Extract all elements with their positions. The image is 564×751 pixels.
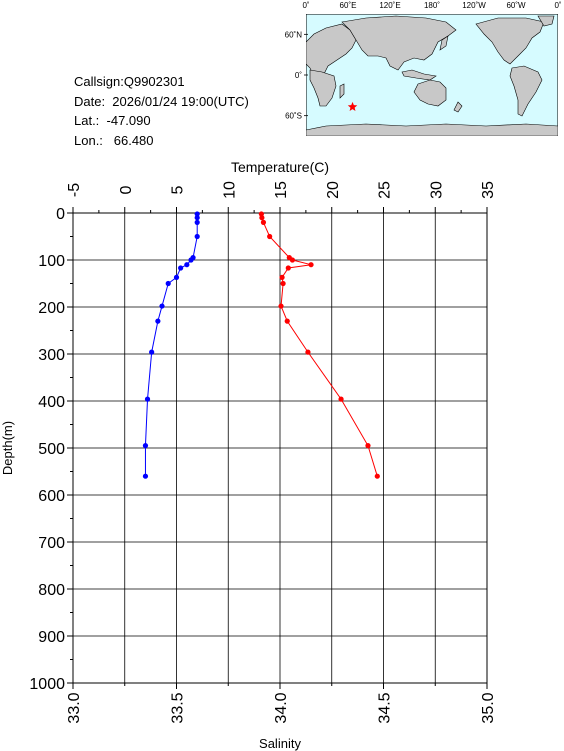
axis-minor-ticks [70, 210, 462, 686]
depth-tick-label: 100 [38, 253, 65, 270]
temperature-data-point [308, 262, 314, 268]
date-text: Date: 2026/01/24 19:00(UTC) [74, 93, 249, 109]
salinity-data-point [165, 280, 171, 287]
salinity-data-point [144, 396, 151, 402]
depth-tick-label: 800 [38, 582, 65, 599]
map-longitude-label: 180˚ [424, 1, 440, 10]
map-longitude-label: 120˚W [462, 1, 486, 10]
landmass-japan [439, 35, 449, 51]
depth-tick-label: 1000 [29, 676, 65, 693]
depth-tick-label: 500 [38, 441, 65, 458]
temperature-tick-label: 5 [170, 185, 187, 194]
depth-axis-ticks: 0 100 200 300 400 500 600 700 800 900 1000 [29, 206, 73, 693]
salinity-data-point [188, 257, 194, 263]
temperature-data-point [279, 274, 285, 280]
map-longitude-label: 0˚ [302, 1, 309, 10]
plot-grid [72, 212, 488, 684]
temperature-tick-label: 0 [118, 185, 135, 194]
temperature-tick-label: 35 [480, 181, 497, 199]
salinity-tick-label: 34.0 [273, 692, 290, 723]
temperature-data-point [278, 303, 284, 309]
landmass-south-america [509, 65, 543, 117]
temperature-data-point [284, 318, 290, 324]
map-longitude-label: 60˚W [506, 1, 526, 10]
salinity-axis-label: Salinity [259, 736, 301, 751]
salinity-data-point [194, 219, 200, 225]
temperature-data-point [305, 349, 311, 355]
landmass-north-america [475, 17, 545, 65]
temperature-data-point [285, 265, 291, 271]
salinity-data-point [142, 443, 149, 449]
depth-axis-label: Depth(m) [0, 421, 15, 475]
landmass-new-zealand [453, 101, 463, 113]
salinity-data-point [194, 233, 200, 240]
depth-tick-label: 700 [38, 535, 65, 552]
salinity-tick-label: 35.0 [480, 692, 497, 723]
temperature-data-point [374, 473, 380, 479]
salinity-data-point [194, 215, 200, 221]
salinity-data-point [155, 318, 161, 324]
map-latitude-labels: 60˚N 0˚ 60˚S [285, 30, 308, 121]
landmass-africa-south [309, 69, 337, 107]
temperature-data-point [289, 257, 296, 263]
map-longitude-labels: 0˚ 60˚E 120˚E 180˚ 120˚W 60˚W 0˚ [302, 1, 561, 10]
temperature-axis-label: Temperature(C) [231, 159, 329, 175]
landmass-australia [413, 79, 447, 107]
salinity-data-point [142, 473, 149, 479]
salinity-data-point [194, 211, 200, 217]
salinity-data-point [173, 274, 180, 280]
map-longitude-label: 0˚ [554, 1, 561, 10]
map-land [306, 15, 558, 136]
latitude-text: Lat.: -47.090 [74, 113, 151, 128]
map-latitude-label: 60˚S [285, 112, 302, 121]
station-star-marker [347, 101, 358, 111]
depth-tick-label: 200 [38, 300, 65, 317]
temperature-data-point [267, 233, 273, 240]
temperature-tick-label: 10 [221, 181, 238, 199]
profile-series [142, 211, 380, 479]
temperature-data-point [365, 443, 371, 449]
map-longitude-label: 120˚E [379, 1, 400, 10]
temperature-data-point [259, 215, 265, 221]
map-longitude-label: 60˚E [340, 1, 357, 10]
depth-tick-label: 0 [56, 206, 65, 223]
depth-tick-label: 900 [38, 629, 65, 646]
temperature-data-point [338, 396, 344, 402]
depth-tick-label: 300 [38, 347, 65, 364]
location-map [306, 14, 558, 136]
salinity-data-point [159, 303, 165, 309]
station-star-icon [347, 101, 358, 111]
temperature-axis-ticks: -5 0 5 10 15 20 25 30 35 [66, 181, 497, 213]
salinity-tick-label: 33.0 [66, 692, 83, 723]
salinity-data-point [149, 349, 155, 355]
depth-tick-label: 600 [38, 488, 65, 505]
map-latitude-label: 60˚N [285, 30, 303, 39]
landmass-antarctica [306, 123, 558, 136]
temperature-profile-line [260, 213, 378, 477]
temperature-data-point [260, 219, 267, 225]
salinity-data-point [178, 265, 184, 271]
landmass-greenland [537, 15, 555, 27]
depth-tick-label: 400 [38, 394, 65, 411]
temperature-tick-label: 30 [428, 181, 445, 199]
salinity-data-point [184, 262, 190, 268]
landmass-madagascar [339, 83, 345, 99]
map-latitude-label: 0˚ [295, 71, 302, 80]
temperature-tick-label: -5 [66, 183, 83, 197]
landmass-indonesia [401, 69, 437, 81]
salinity-tick-label: 33.5 [170, 692, 187, 723]
temperature-tick-label: 25 [377, 181, 394, 199]
salinity-axis-ticks: 33.0 33.5 34.0 34.5 35.0 [66, 683, 497, 724]
callsign-text: Callsign:Q9902301 [74, 74, 185, 89]
temperature-data-point [280, 280, 286, 287]
longitude-text: Lon.: 66.480 [74, 132, 154, 148]
salinity-tick-label: 34.5 [377, 692, 394, 723]
salinity-profile-line [144, 213, 198, 477]
landmass-asia [341, 15, 457, 71]
float-info: Callsign:Q9902301 Date: 2026/01/24 19:00… [74, 72, 249, 150]
temperature-tick-label: 15 [273, 181, 290, 199]
temperature-tick-label: 20 [325, 181, 342, 199]
